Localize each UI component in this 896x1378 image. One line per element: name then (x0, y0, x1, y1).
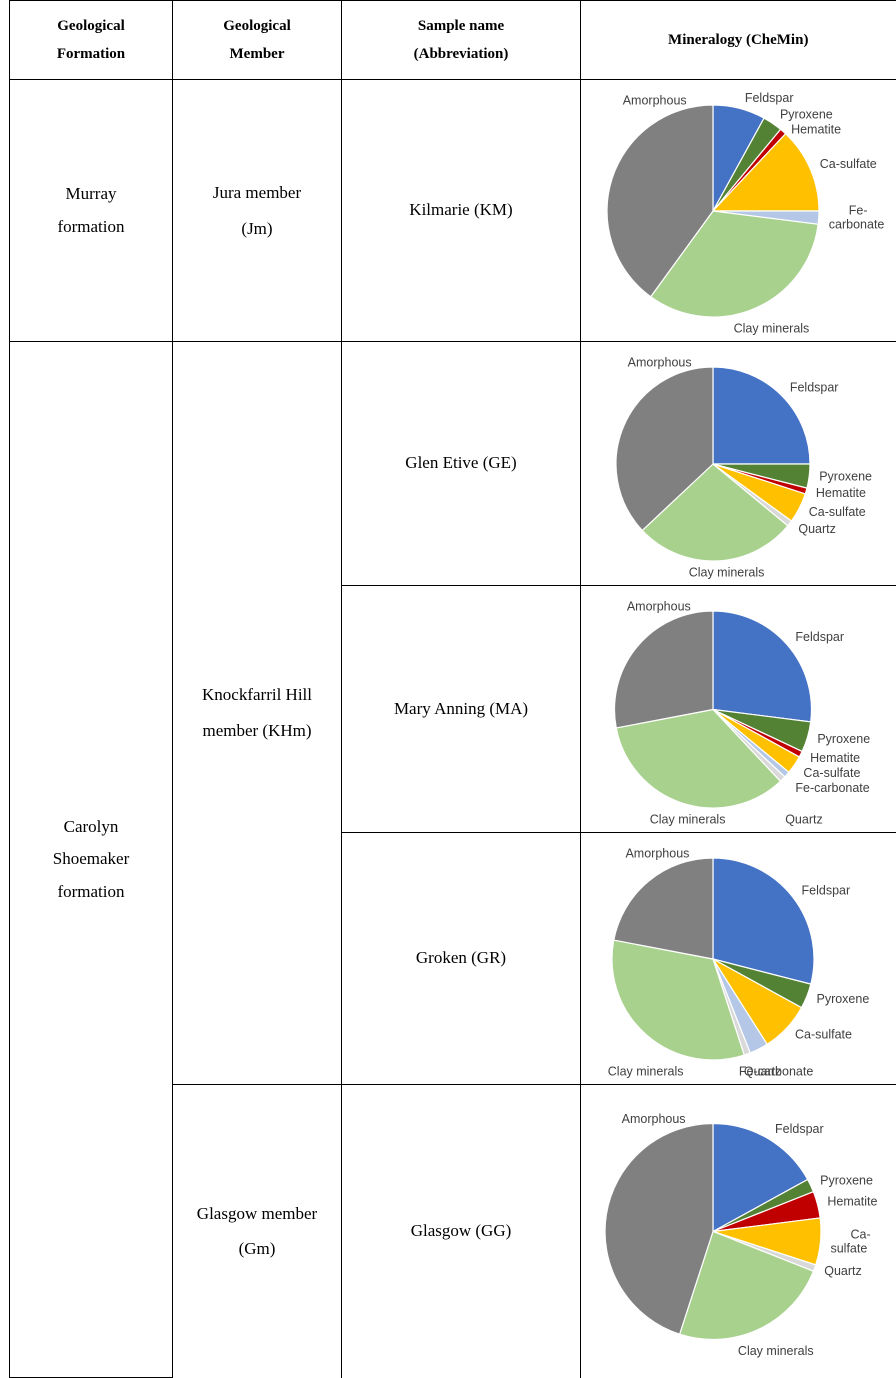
slice-label: Quartz (785, 812, 823, 826)
member-name: Knockfarril Hill member (KHm) (202, 685, 312, 740)
pie-slice (711, 132, 820, 212)
pie-chart: Feldspar Pyroxene Hematite Ca-sulfate Quartz… (615, 355, 872, 579)
formation-cell: Carolyn Shoemaker formation (9, 341, 173, 1378)
slice-label: Ca-sulfate (809, 504, 866, 518)
table-body: Murray formation Jura member (Jm) Kilmarie… (9, 79, 896, 1378)
header-text: Geological Formation (56, 17, 126, 63)
header-cell: Sample name (Abbreviation) (341, 0, 581, 80)
pie-slice (611, 938, 745, 1061)
sample-name: Groken (GR) (415, 948, 507, 968)
formation-name: Murray formation (57, 184, 125, 236)
pie-chart: Feldspar Pyroxene Hematite Ca-sulfate Quartz… (604, 1112, 877, 1358)
mineralogy-cell: Feldspar Pyroxene Ca-sulfate Fe-carbonate Qu… (580, 832, 896, 1085)
sample-cell: Groken (GR) (341, 832, 581, 1085)
pie-slice (712, 609, 813, 723)
slice-label: Pyroxene (780, 107, 833, 121)
mineralogy-cell: Feldspar Pyroxene Hematite Ca-sulfate Fe-car… (580, 79, 896, 342)
pie-slice (615, 365, 714, 531)
sample-name: Mary Anning (MA) (393, 698, 529, 718)
slice-label: Amorphous (622, 1112, 686, 1126)
slice-label: Feldspar (745, 90, 794, 104)
slice-label: Hematite (810, 751, 860, 765)
table-row: Murray formation Jura member (Jm) Kilmarie… (9, 79, 896, 342)
member-cell: Jura member (Jm) (172, 79, 342, 342)
slice-label: Amorphous (628, 355, 692, 369)
header-text: Geological Member (223, 17, 291, 63)
slice-label: Clay minerals (734, 321, 810, 335)
member-name: Glasgow member (Gm) (196, 1203, 318, 1259)
slice-label: Pyroxene (819, 469, 872, 483)
header-cell: Geological Formation (9, 0, 173, 80)
header-text: Mineralogy (CheMin) (668, 31, 809, 48)
slice-label: Ca-sulfate (830, 1228, 870, 1256)
slice-label: Amorphous (625, 846, 689, 860)
sample-name: Kilmarie (KM) (409, 200, 513, 220)
mineralogy-cell: Feldspar Pyroxene Hematite Ca-sulfate Fe-car… (580, 585, 896, 833)
pie-slice (712, 856, 815, 985)
pie-chart: Feldspar Pyroxene HematiteCa-sulfateFe-car… (613, 599, 870, 826)
sample-name: Glen Etive (GE) (405, 453, 517, 473)
slice-label: Clay minerals (738, 1344, 814, 1358)
slice-label: Pyroxene (820, 1173, 873, 1187)
formation-name: Carolyn Shoemaker formation (52, 817, 130, 901)
sample-cell: Mary Anning (MA) (341, 585, 581, 833)
slice-label: Ca-sulfate (803, 766, 860, 780)
slice-label: Quartz (798, 521, 836, 535)
slice-label: Ca-sulfate (820, 157, 877, 171)
member-cell: Knockfarril Hill member (KHm) (172, 341, 342, 1085)
pie-slice (613, 856, 714, 960)
slice-label: Pyroxene (817, 732, 870, 746)
header-cell: Geological Member (172, 0, 342, 80)
slice-label: Feldspar (802, 883, 851, 897)
header-row: Geological Formation Geological Member Sam… (9, 0, 896, 80)
slice-label: Amorphous (627, 599, 691, 613)
sample-cell: Glen Etive (GE) (341, 341, 581, 586)
slice-label: Clay minerals (608, 1064, 684, 1078)
table-row: Mary Anning (MA) Feldspar Pyroxene Hematite… (10, 585, 896, 833)
slice-label: Hematite (816, 486, 866, 500)
slice-label: Fe-carbonate (829, 203, 885, 231)
slice-label: Fe-carbonate (739, 1064, 813, 1078)
pie-chart: Feldspar Pyroxene Ca-sulfate Fe-carbonateQu… (608, 846, 870, 1078)
pie-slice (615, 708, 782, 809)
slice-label: Hematite (827, 1194, 877, 1208)
table-row: Glasgow member (Gm) Glasgow (GG) Feldspar P… (10, 1084, 896, 1378)
slice-label: Hematite (791, 122, 841, 136)
pie-slice (641, 462, 789, 562)
slice-label: Pyroxene (816, 992, 869, 1006)
sample-name: Glasgow (GG) (410, 1221, 512, 1241)
header-cell: Mineralogy (CheMin) (580, 0, 896, 80)
slice-label: Feldspar (775, 1122, 824, 1136)
slice-label: Ca-sulfate (795, 1027, 852, 1041)
member-cell: Glasgow member (Gm) (172, 1084, 342, 1378)
slice-label: Quartz (744, 1064, 782, 1078)
slice-label: Quartz (824, 1264, 862, 1278)
table-row: Groken (GR) Feldspar Pyroxene Ca-sulfate Fe-… (10, 832, 896, 1085)
pie-slice (606, 103, 714, 298)
pie-slice (712, 365, 811, 465)
slice-label: Feldspar (790, 380, 839, 394)
pie-slice (712, 1122, 809, 1233)
table-row: Carolyn Shoemaker formation Knockfarril H… (9, 341, 896, 1378)
sample-cell: Glasgow (GG) (341, 1084, 581, 1378)
pie-slice (613, 609, 714, 729)
slice-label: Clay minerals (689, 565, 765, 579)
pie-slice (604, 1122, 714, 1335)
pie-slice (649, 209, 819, 318)
slice-label: Amorphous (623, 93, 687, 107)
slice-label: Clay minerals (650, 812, 726, 826)
header-text: Sample name (Abbreviation) (413, 17, 509, 63)
mineralogy-table: Geological Formation Geological Member Sam… (9, 0, 896, 1378)
sample-cell: Kilmarie (KM) (341, 79, 581, 342)
pie-slice (678, 1230, 815, 1340)
member-name: Jura member (Jm) (212, 182, 302, 238)
slice-label: Feldspar (795, 630, 844, 644)
formation-cell: Murray formation (9, 79, 173, 342)
slice-label: Fe-carbonate (795, 781, 869, 795)
mineralogy-cell: Feldspar Pyroxene Hematite Ca-sulfate Quartz… (580, 1084, 896, 1378)
mineralogy-cell: Feldspar Pyroxene Hematite Ca-sulfate Quartz… (580, 341, 896, 586)
